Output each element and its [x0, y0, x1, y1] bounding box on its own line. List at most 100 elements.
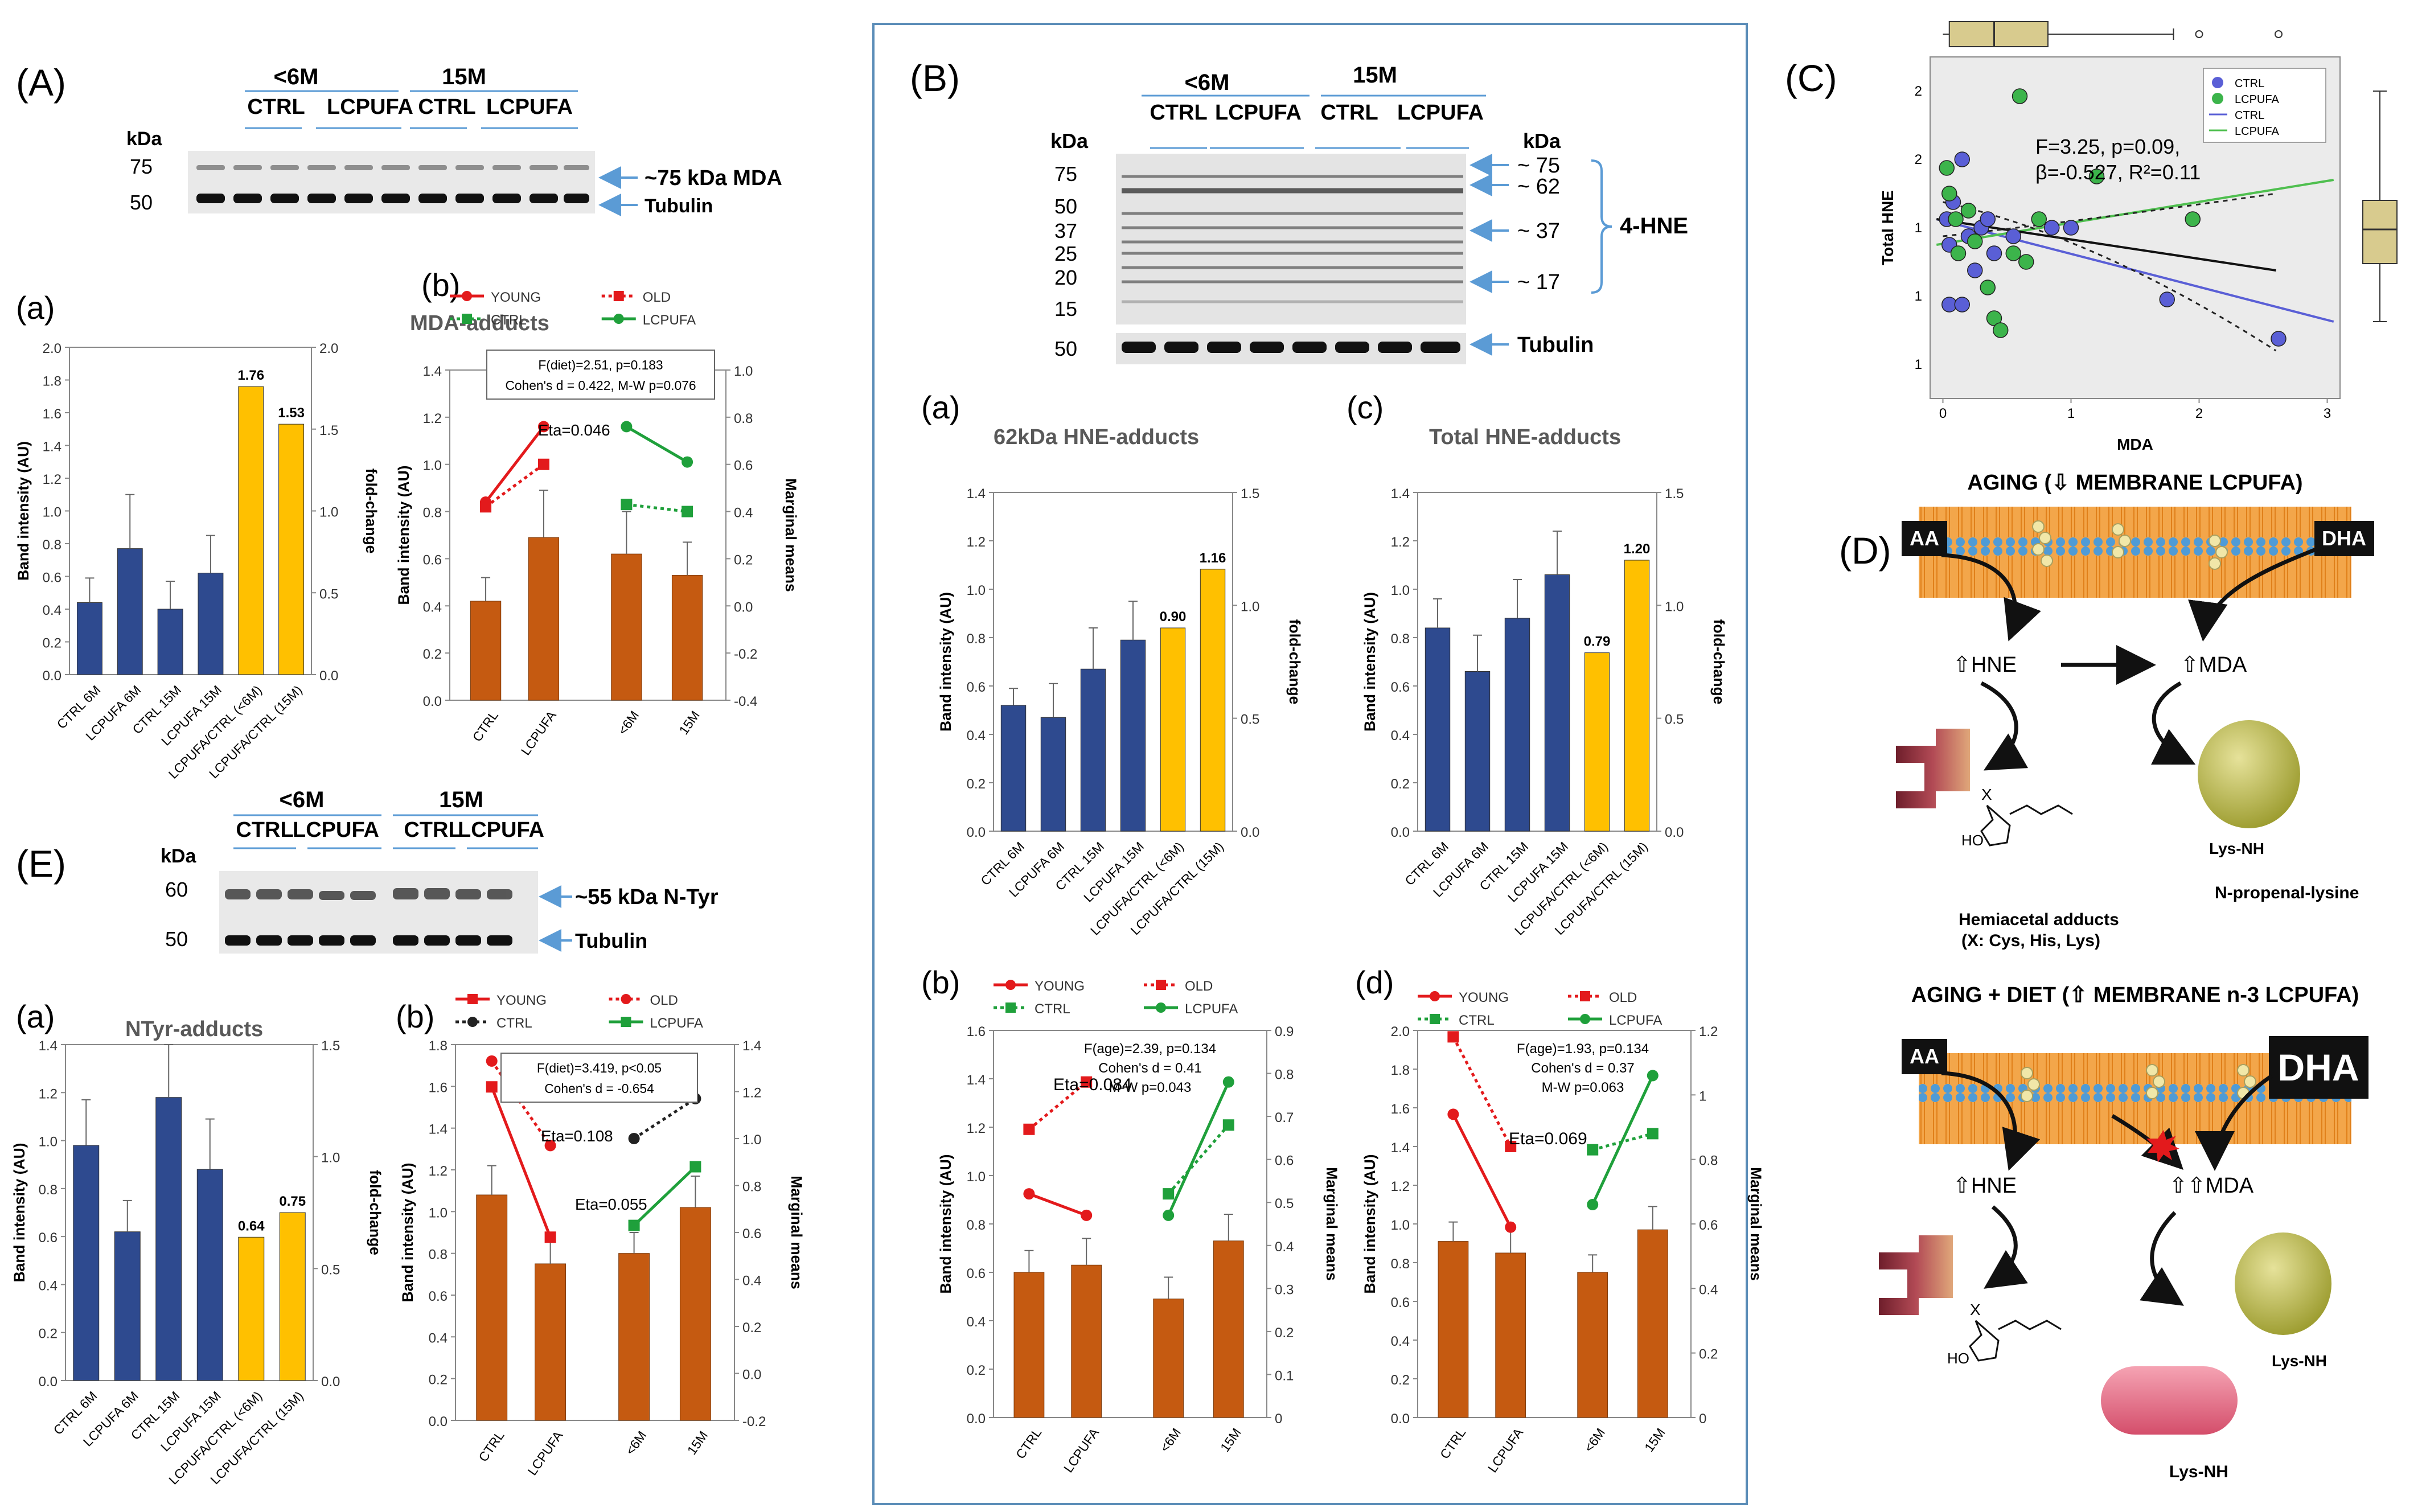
y-tick-label: 0.0: [967, 1411, 986, 1427]
protein-hne-adduct: [1896, 729, 1970, 808]
y2-axis-label: fold-change: [363, 469, 380, 554]
series-point: [537, 421, 549, 433]
series-line: [1028, 1192, 1087, 1217]
y-tick-label: 1.2: [1391, 535, 1410, 550]
dha-label: DHA: [2322, 527, 2366, 550]
point-ctrl: [1986, 245, 2002, 261]
x-tick-label: CTRL: [1013, 1425, 1044, 1462]
protein-mda-adduct: [2198, 720, 2300, 828]
regression-total: [1936, 218, 2276, 272]
series-line: [626, 503, 688, 513]
series-point: [1505, 1141, 1517, 1152]
legend-label: LCPUFA: [643, 313, 696, 328]
bar: [528, 537, 560, 701]
blot-a-lane-4: LCPUFA: [486, 95, 573, 119]
bar: [1425, 627, 1451, 832]
y-axis-label: Band intensity (AU): [1361, 592, 1378, 732]
y-tick-label: 1.6: [1391, 1102, 1410, 1117]
y-tick-label: 1: [1915, 220, 1922, 236]
y2-tick-label: 0.8: [1275, 1067, 1294, 1083]
point-lcpufa: [2012, 88, 2028, 104]
y-tick-label: 1.0: [39, 1135, 58, 1150]
y2-tick-label: 1.2: [1699, 1024, 1718, 1040]
legend-label: LCPUFA: [1185, 1001, 1238, 1017]
blot-e-group-1: <6M: [280, 787, 325, 812]
y-tick-label: 1: [1915, 357, 1922, 372]
blot-b-band-75: ~ 75: [1517, 154, 1560, 178]
series-point: [1081, 1076, 1093, 1088]
legend-label: OLD: [650, 993, 678, 1008]
y-axis-label: Band intensity (AU): [937, 592, 954, 732]
legend-label: YOUNG: [1035, 979, 1085, 994]
bar: [278, 424, 305, 675]
bar: [1071, 1264, 1102, 1418]
y2-tick-label: 1.0: [1241, 599, 1259, 614]
series-point: [621, 421, 633, 433]
point-lcpufa: [1960, 203, 1977, 219]
y-tick-label: 0.6: [423, 552, 442, 568]
y-tick-label: 0.0: [39, 1374, 58, 1390]
y-tick-label: 0.6: [429, 1289, 448, 1304]
y-tick-label: 0.8: [1391, 1256, 1410, 1272]
y-tick-label: 0.6: [1391, 1295, 1410, 1310]
series-point: [537, 458, 549, 470]
hemiacetal-caption-2: (X: Cys, His, Lys): [1961, 931, 2100, 950]
series-line: [1167, 1081, 1230, 1216]
y2-tick-label: 0.0: [1241, 825, 1259, 840]
series-line: [626, 425, 688, 463]
y-tick-label: 1.2: [967, 1121, 986, 1136]
blot-b-marker-15: 15: [1054, 297, 1077, 321]
chart-b-a: 0.00.20.40.60.81.01.21.40.00.51.01.5CTRL…: [937, 486, 1303, 938]
point-ctrl: [2159, 291, 2175, 307]
point-lcpufa: [2005, 245, 2021, 261]
western-blot-b: [1116, 154, 1466, 324]
lys-nh-1: Lys-NH: [2209, 840, 2264, 857]
y-tick-label: 1.8: [43, 374, 61, 389]
y-tick-label: 0.2: [1391, 1373, 1410, 1388]
series-line: [485, 425, 545, 503]
blot-b-lane-1: CTRL: [1150, 101, 1207, 125]
y2-axis-label: Marginal means: [1747, 1167, 1764, 1280]
series-point: [1587, 1144, 1599, 1156]
blot-e-lane-2: LCPUFA: [293, 818, 379, 842]
legend-label: YOUNG: [491, 290, 541, 305]
series-point: [628, 1219, 640, 1231]
blot-e-marker-50: 50: [165, 927, 188, 951]
series-point: [1447, 1031, 1459, 1043]
blot-e-lane-3: CTRL: [404, 818, 461, 842]
y-tick-label: 1.0: [967, 1169, 986, 1185]
bar: [671, 574, 703, 701]
chart-a-a: 0.0 0.2 0.4 0.6 0.8 1.0 1.2 1.4 1.6 1.8 2.0 0.0 0.5 1…: [15, 341, 380, 782]
y-tick-label: 0.0: [423, 694, 442, 709]
chart-e-b-label: (b): [396, 999, 434, 1034]
series-line: [490, 1086, 552, 1238]
x-tick-label: 15M: [684, 1428, 711, 1457]
y2-tick-label: 0.0: [742, 1367, 761, 1383]
blot-b-hne-label: 4-HNE: [1620, 213, 1688, 239]
blot-b-band-37: ~ 37: [1517, 219, 1560, 243]
value-label: 0.79: [1584, 634, 1611, 650]
y-tick-label: 1.2: [967, 535, 986, 550]
bar: [117, 548, 143, 675]
series-point: [1023, 1188, 1035, 1200]
bar: [679, 1207, 711, 1421]
x-tick-label: CTRL: [470, 708, 501, 745]
y2-tick-label: 0.0: [321, 1374, 340, 1390]
y-tick-label: 0.8: [967, 1218, 986, 1233]
series-point: [486, 1055, 498, 1067]
y-tick-label: 0.0: [1391, 1411, 1410, 1427]
bar: [1544, 574, 1570, 832]
y-axis-label: Band intensity (AU): [11, 1143, 28, 1283]
series-point: [544, 1140, 556, 1152]
y-tick-label: 1.0: [429, 1205, 448, 1221]
y2-tick-label: 1.0: [734, 364, 753, 379]
bar: [279, 1212, 306, 1381]
y2-tick-label: 0.6: [742, 1226, 761, 1242]
y2-tick-label: 0.2: [1699, 1347, 1718, 1362]
stats-text: Cohen's d = 0.422, M-W p=0.076: [505, 378, 696, 393]
y2-tick-label: 0.0: [734, 599, 753, 615]
chart-b-d: 0.0 0.2 0.4 0.6 0.8 1.0 1.2 1.4 1.6 1.8 2.0 0 0.2 0.4…: [1361, 990, 1764, 1475]
hemiacetal-x-2: X: [1970, 1301, 1981, 1318]
point-lcpufa: [1993, 322, 2009, 338]
y2-tick-label: -0.4: [734, 694, 757, 709]
